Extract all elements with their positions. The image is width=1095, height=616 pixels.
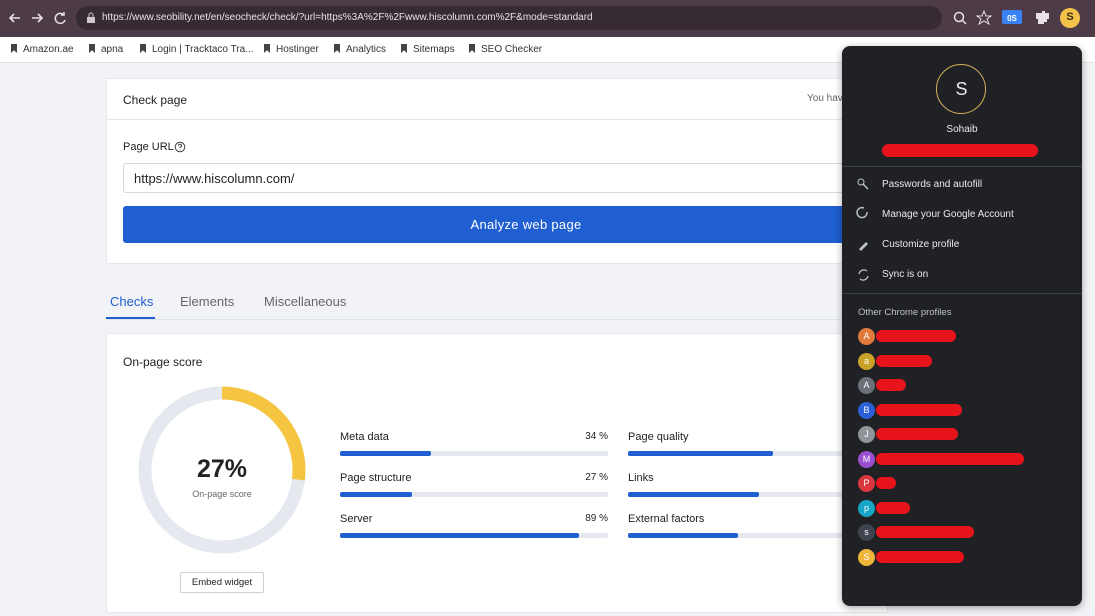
bookmark[interactable]: Sitemaps <box>401 44 455 55</box>
profile-avatar[interactable]: A <box>858 328 875 345</box>
redaction <box>876 526 974 538</box>
metric-name: Server <box>340 513 373 525</box>
tab[interactable]: Elements <box>180 294 235 309</box>
menu-item[interactable]: Passwords and autofill <box>882 179 983 190</box>
profile-avatar[interactable]: B <box>858 401 875 419</box>
redaction <box>876 379 906 391</box>
forward-button[interactable] <box>32 13 44 23</box>
redaction <box>882 144 1038 157</box>
metric-value: 27 % <box>585 472 608 483</box>
help-icon[interactable] <box>174 141 186 153</box>
redaction <box>876 501 910 514</box>
metric-name: Page structure <box>340 472 412 484</box>
tab-active[interactable]: Checks <box>110 294 154 309</box>
avatar-letter: S <box>1066 11 1074 23</box>
metric-bar <box>340 492 413 497</box>
extensions-icon[interactable] <box>1036 11 1049 24</box>
score-donut <box>138 386 306 554</box>
bookmark[interactable]: Hostinger <box>264 44 319 55</box>
metric-bar <box>628 451 773 456</box>
menu-item[interactable]: Customize profile <box>882 239 960 250</box>
toolbar-icons <box>953 8 1080 28</box>
metric-track <box>340 492 608 497</box>
score-title: On-page score <box>123 355 203 369</box>
redaction <box>876 550 964 563</box>
bookmark-star[interactable] <box>975 9 993 26</box>
metric-bar <box>628 492 760 497</box>
url-text: https://www.seobility.net/en/seocheck/ch… <box>102 12 593 23</box>
tabs-line <box>106 319 886 320</box>
menu-item[interactable]: Sync is on <box>882 269 929 280</box>
score-caption: On-page score <box>192 489 252 499</box>
redaction <box>876 452 1024 465</box>
metric-name: Meta data <box>340 431 389 443</box>
zoom-icon-handle <box>961 19 967 25</box>
metric-name: Page quality <box>628 431 689 443</box>
profile-avatar[interactable]: J <box>858 426 875 443</box>
embed-button-label: Embed widget <box>191 577 253 588</box>
bookmark[interactable]: Analytics <box>334 44 386 55</box>
profile-avatar[interactable]: S <box>858 548 875 566</box>
metric-bar <box>340 451 432 456</box>
card-title: Check page <box>123 93 188 107</box>
embed-button[interactable] <box>180 572 264 593</box>
metric-track <box>340 451 608 456</box>
menu-icons <box>856 178 869 281</box>
profile-name: Sohaib <box>946 124 978 135</box>
metric-value: 89 % <box>585 513 608 524</box>
bookmark[interactable]: Amazon.ae <box>11 44 74 55</box>
bookmark[interactable]: Login | Tracktaco Tra... <box>140 44 254 55</box>
profile-avatar[interactable]: A <box>858 377 875 394</box>
profile-avatar[interactable] <box>1060 8 1080 28</box>
metric-value: 34 % <box>585 431 608 442</box>
profile-avatar[interactable]: s <box>858 524 875 541</box>
redaction <box>876 403 962 416</box>
redaction <box>876 330 956 342</box>
back-button[interactable] <box>8 13 20 23</box>
analyze-button-label: Analyze web page <box>470 217 582 232</box>
menu-avatar[interactable] <box>936 64 986 114</box>
metric-track <box>628 492 896 497</box>
profile-avatar[interactable]: a <box>858 352 875 370</box>
profile-menu: S Sohaib Passwords and autofill Manage y… <box>842 46 1082 606</box>
nav-buttons[interactable] <box>0 0 76 37</box>
bookmark[interactable]: apna <box>89 44 123 55</box>
menu-avatar-letter: S <box>955 79 968 99</box>
address-bar[interactable] <box>76 6 942 30</box>
tab-indicator <box>106 317 155 319</box>
score-card <box>106 333 888 613</box>
metric-bar <box>628 533 738 538</box>
metric-name: External factors <box>628 513 705 525</box>
score-arc <box>138 386 306 554</box>
menu-item[interactable]: Manage your Google Account <box>882 209 1014 220</box>
other-profiles-title: Other Chrome profiles <box>858 307 952 318</box>
score-value: 27% <box>196 455 248 483</box>
menu-divider <box>842 293 1082 294</box>
profile-avatar[interactable]: p <box>858 499 875 517</box>
menu-divider <box>842 166 1082 167</box>
tab[interactable]: Miscellaneous <box>264 294 347 309</box>
site-info-icon[interactable] <box>86 12 96 24</box>
extension-badge-bg[interactable] <box>1002 10 1022 24</box>
analyze-button[interactable] <box>123 206 885 243</box>
metric-track <box>628 533 896 538</box>
zoom-icon[interactable] <box>953 11 965 23</box>
url-input-value: https://www.hiscolumn.com/ <box>134 171 295 186</box>
redaction <box>876 428 958 440</box>
redaction <box>876 354 932 367</box>
profile-avatar[interactable]: P <box>858 475 875 492</box>
metric-name: Links <box>628 472 654 484</box>
extension-badge: 0S <box>1007 14 1017 23</box>
url-input[interactable] <box>123 163 885 193</box>
card-note: You hav <box>807 93 843 104</box>
divider <box>107 119 885 120</box>
metric-bar <box>340 533 579 538</box>
reload-button[interactable] <box>54 12 66 25</box>
profile-avatar[interactable]: M <box>858 450 875 468</box>
field-label: Page URL <box>123 141 174 153</box>
redaction <box>876 477 896 489</box>
bookmark[interactable]: SEO Checker <box>469 44 542 55</box>
